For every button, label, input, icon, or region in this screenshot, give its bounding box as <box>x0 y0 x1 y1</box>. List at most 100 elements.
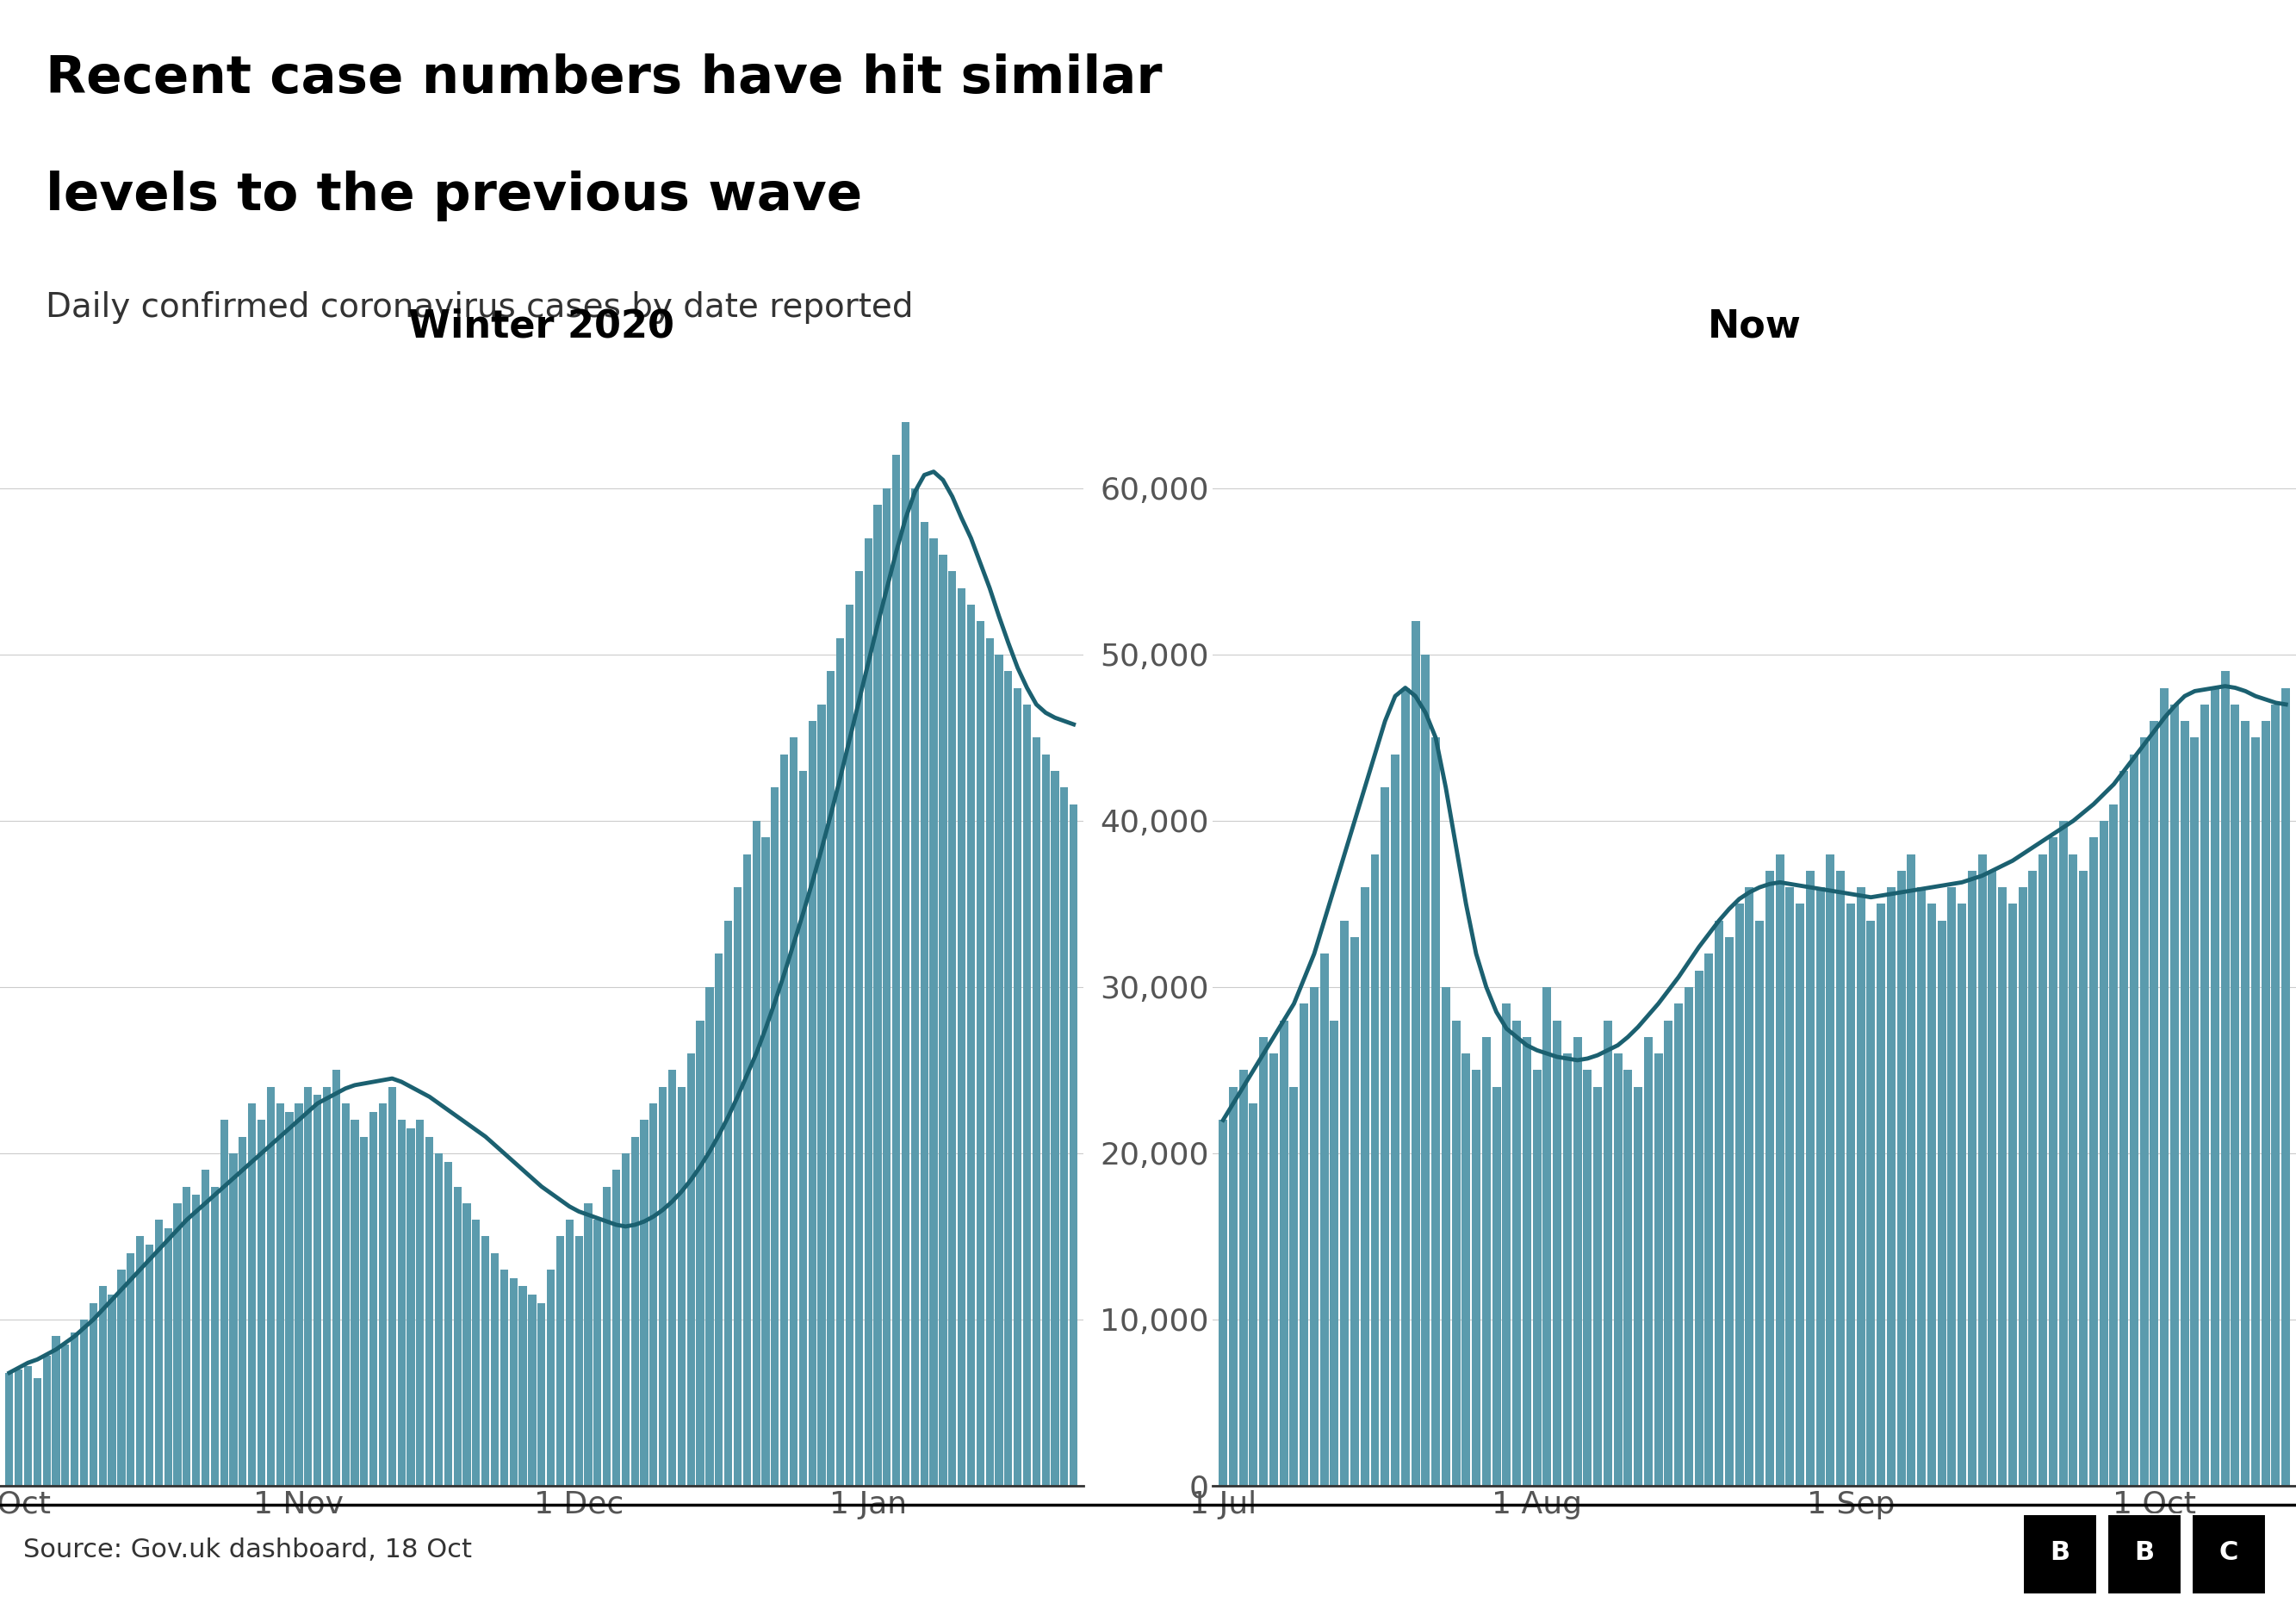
Bar <box>71 1332 78 1486</box>
Bar <box>1249 1103 1258 1486</box>
Bar <box>220 1121 227 1486</box>
Bar <box>595 1219 602 1486</box>
Bar <box>53 1336 60 1486</box>
Bar <box>1391 754 1401 1486</box>
Bar <box>126 1253 135 1486</box>
Bar <box>1795 904 1805 1486</box>
Bar <box>1311 987 1318 1486</box>
Text: Recent case numbers have hit similar: Recent case numbers have hit similar <box>46 53 1162 103</box>
Text: B: B <box>2050 1541 2071 1565</box>
Bar <box>827 672 836 1486</box>
Bar <box>248 1103 257 1486</box>
Bar <box>2200 704 2209 1486</box>
Bar <box>388 1087 397 1486</box>
Bar <box>294 1103 303 1486</box>
Bar <box>921 522 928 1486</box>
Bar <box>808 720 817 1486</box>
Bar <box>1240 1071 1247 1486</box>
Bar <box>1052 770 1058 1486</box>
Bar <box>1665 1021 1674 1486</box>
Bar <box>117 1269 126 1486</box>
Bar <box>1614 1053 1623 1486</box>
Bar <box>1341 921 1348 1486</box>
Bar <box>154 1219 163 1486</box>
Bar <box>230 1153 236 1486</box>
Bar <box>406 1129 416 1486</box>
Bar <box>939 556 946 1486</box>
Text: C: C <box>2218 1541 2239 1565</box>
Bar <box>2110 804 2119 1486</box>
Bar <box>99 1286 106 1486</box>
Bar <box>2271 704 2280 1486</box>
Bar <box>1228 1087 1238 1486</box>
Bar <box>2282 688 2289 1486</box>
Bar <box>266 1087 276 1486</box>
Bar <box>1573 1037 1582 1486</box>
Bar <box>1766 870 1775 1486</box>
Bar <box>2181 720 2188 1486</box>
Bar <box>2170 704 2179 1486</box>
Bar <box>854 572 863 1486</box>
Bar <box>1968 870 1977 1486</box>
Bar <box>930 538 937 1486</box>
Bar <box>276 1103 285 1486</box>
Bar <box>948 572 955 1486</box>
Text: Source: Gov.uk dashboard, 18 Oct: Source: Gov.uk dashboard, 18 Oct <box>23 1537 471 1563</box>
Bar <box>1644 1037 1653 1486</box>
Bar <box>1270 1053 1279 1486</box>
Bar <box>482 1237 489 1486</box>
Title: Winter 2020: Winter 2020 <box>409 308 675 346</box>
Bar <box>668 1071 677 1486</box>
Bar <box>145 1245 154 1486</box>
Bar <box>44 1357 51 1486</box>
Bar <box>333 1071 340 1486</box>
Bar <box>80 1319 87 1486</box>
Bar <box>2048 838 2057 1486</box>
Bar <box>2161 688 2170 1486</box>
Bar <box>1412 622 1419 1486</box>
Bar <box>1543 987 1552 1486</box>
Bar <box>1846 904 1855 1486</box>
Bar <box>2262 720 2271 1486</box>
Bar <box>491 1253 498 1486</box>
Bar <box>976 622 985 1486</box>
Bar <box>2232 704 2239 1486</box>
Bar <box>1522 1037 1531 1486</box>
Bar <box>2211 688 2220 1486</box>
Bar <box>1786 887 1793 1486</box>
Bar <box>1623 1071 1632 1486</box>
Bar <box>622 1153 629 1486</box>
Text: Daily confirmed coronavirus cases by date reported: Daily confirmed coronavirus cases by dat… <box>46 291 914 325</box>
Bar <box>1564 1053 1570 1486</box>
FancyBboxPatch shape <box>2190 1515 2266 1594</box>
Bar <box>537 1303 546 1486</box>
Bar <box>1513 1021 1520 1486</box>
Bar <box>967 604 976 1486</box>
Bar <box>1876 904 1885 1486</box>
Bar <box>416 1121 425 1486</box>
Bar <box>893 455 900 1486</box>
Bar <box>1998 887 2007 1486</box>
Bar <box>1947 887 1956 1486</box>
Bar <box>1816 887 1825 1486</box>
Bar <box>2241 720 2250 1486</box>
Bar <box>1451 1021 1460 1486</box>
Bar <box>1807 870 1814 1486</box>
Bar <box>641 1121 647 1486</box>
Bar <box>613 1169 620 1486</box>
Bar <box>1653 1053 1662 1486</box>
Bar <box>1371 854 1380 1486</box>
Bar <box>687 1053 696 1486</box>
Bar <box>34 1378 41 1486</box>
Bar <box>5 1373 14 1486</box>
Text: levels to the previous wave: levels to the previous wave <box>46 171 863 221</box>
Bar <box>583 1203 592 1486</box>
Bar <box>1958 904 1965 1486</box>
Bar <box>1775 854 1784 1486</box>
Bar <box>790 738 797 1486</box>
Bar <box>90 1303 96 1486</box>
Bar <box>2030 870 2037 1486</box>
Bar <box>799 770 806 1486</box>
Bar <box>771 788 778 1486</box>
Bar <box>744 854 751 1486</box>
